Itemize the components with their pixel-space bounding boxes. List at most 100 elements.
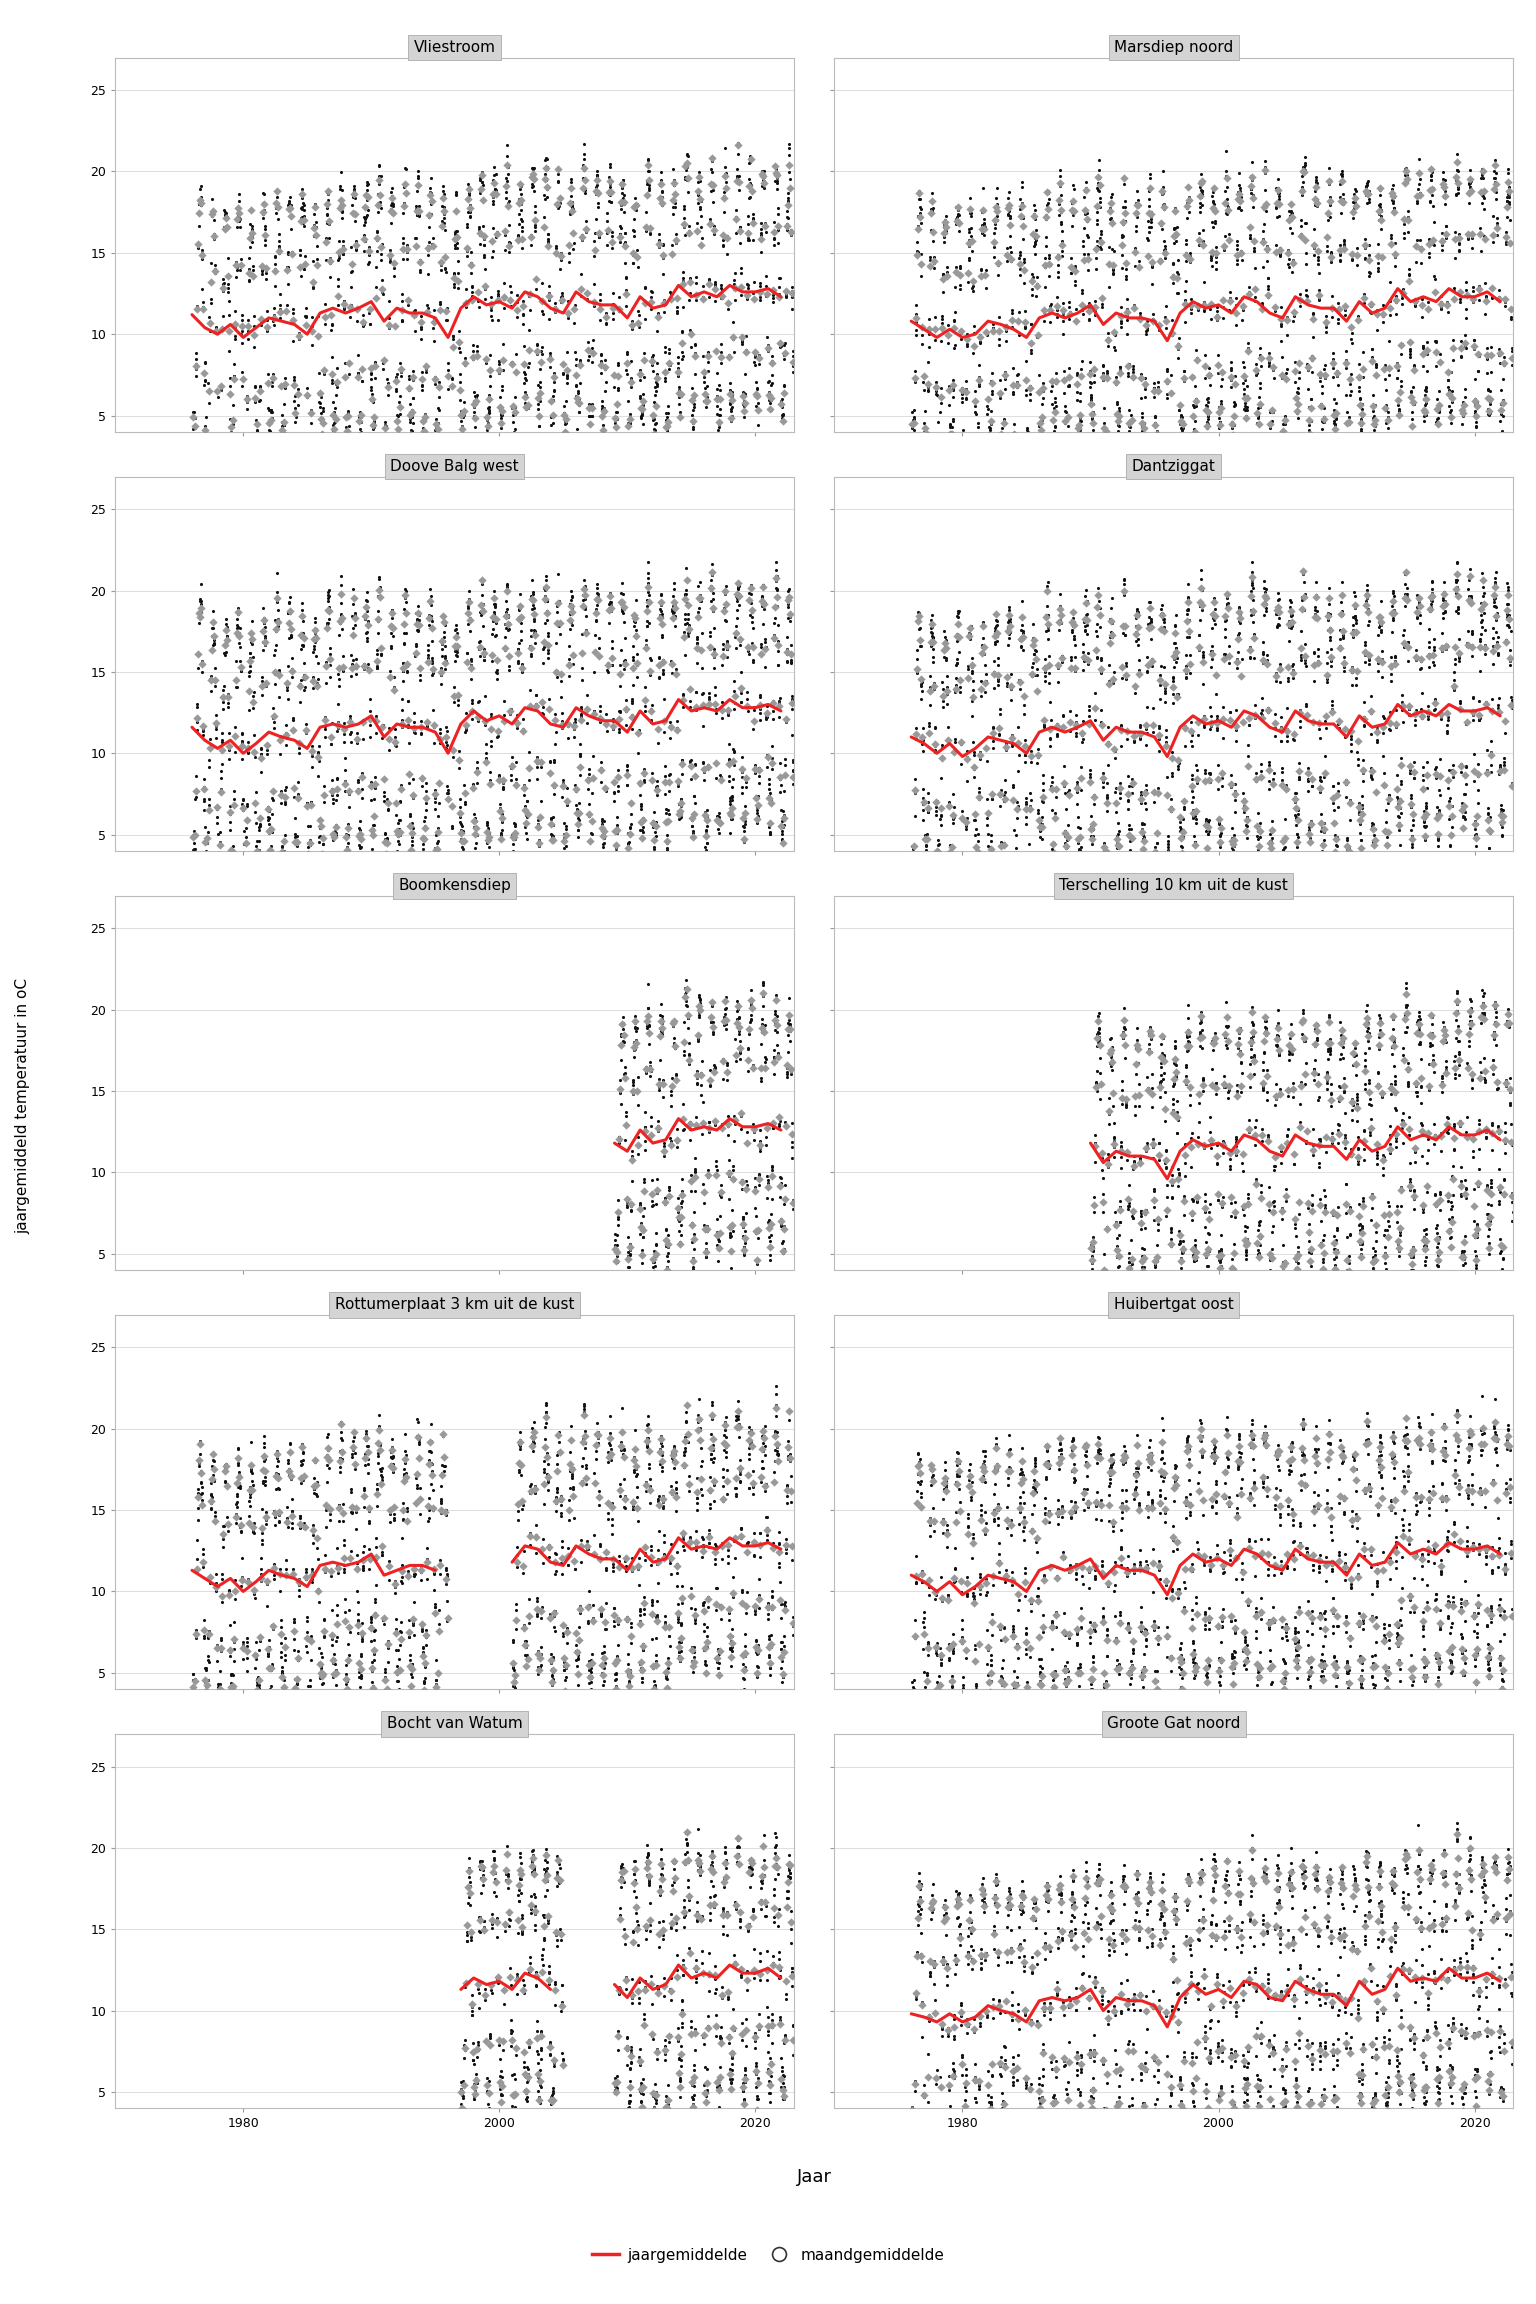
Point	[355, 613, 379, 650]
Point	[379, 594, 404, 631]
Point	[728, 684, 753, 721]
Point	[774, 1873, 799, 1910]
Point	[702, 1878, 727, 1915]
Point	[1098, 1447, 1123, 1484]
Point	[1201, 1850, 1226, 1887]
Point	[527, 2085, 551, 2122]
Point	[1091, 1597, 1115, 1634]
Point	[1008, 1928, 1032, 1965]
Point	[1197, 1599, 1221, 1636]
Point	[1043, 408, 1068, 445]
Point	[488, 2076, 513, 2113]
Point	[1453, 371, 1478, 408]
Point	[934, 1511, 958, 1548]
Point	[1206, 1608, 1230, 1645]
Point	[1149, 1898, 1174, 1935]
Point	[743, 1189, 768, 1226]
Point	[1263, 1975, 1287, 2011]
Point	[1293, 638, 1318, 675]
Point	[1127, 657, 1152, 694]
Point	[1092, 417, 1117, 454]
Point	[952, 431, 977, 468]
Point	[688, 982, 713, 1018]
Point	[355, 1426, 379, 1463]
Point	[935, 1583, 960, 1620]
Point	[989, 410, 1014, 447]
Point	[651, 226, 676, 263]
Point	[765, 1007, 790, 1044]
Point	[1083, 1963, 1107, 2000]
Point	[1213, 1862, 1238, 1898]
Point	[971, 1445, 995, 1481]
Point	[641, 1240, 665, 1276]
Point	[616, 855, 641, 892]
Point	[287, 233, 312, 270]
Point	[616, 1675, 641, 1712]
Point	[1330, 1433, 1355, 1470]
Point	[319, 1620, 344, 1657]
Point	[1455, 1532, 1479, 1569]
Point	[1183, 1652, 1207, 1689]
Point	[498, 638, 522, 675]
Point	[554, 364, 579, 401]
Point	[1488, 806, 1513, 843]
Point	[636, 564, 660, 601]
Point	[756, 1601, 780, 1638]
Point	[1393, 578, 1418, 615]
Point	[547, 150, 571, 187]
Point	[1476, 1657, 1501, 1693]
Point	[510, 1912, 535, 1949]
Point	[1453, 2016, 1478, 2053]
Point	[233, 429, 258, 465]
Point	[1064, 696, 1089, 733]
Point	[1192, 707, 1217, 744]
Point	[714, 1044, 739, 1081]
Point	[765, 164, 790, 200]
Point	[238, 1477, 263, 1514]
Point	[932, 205, 957, 242]
Point	[742, 1106, 766, 1143]
Point	[404, 1470, 429, 1507]
Point	[637, 152, 662, 189]
Point	[1324, 834, 1349, 871]
Point	[235, 306, 260, 343]
Point	[498, 223, 522, 260]
Point	[505, 1903, 530, 1940]
Point	[1421, 562, 1445, 599]
Point	[1292, 1018, 1316, 1055]
Point	[1201, 1841, 1226, 1878]
Point	[1114, 244, 1138, 281]
Point	[1326, 1975, 1350, 2011]
Point	[292, 191, 316, 228]
Point	[750, 588, 774, 624]
Point	[232, 445, 257, 482]
Point	[1021, 1452, 1046, 1488]
Point	[375, 419, 399, 456]
Point	[668, 376, 693, 412]
Point	[1175, 1855, 1200, 1892]
Point	[1318, 638, 1342, 675]
Point	[1054, 1654, 1078, 1691]
Point	[900, 406, 925, 442]
Point	[697, 1067, 722, 1104]
Point	[1170, 2094, 1195, 2131]
Point	[1304, 601, 1329, 638]
Point	[613, 1541, 637, 1578]
Point	[1138, 159, 1163, 196]
Point	[455, 588, 479, 624]
Point	[1120, 1193, 1144, 1230]
Point	[233, 839, 258, 876]
Point	[766, 226, 791, 263]
Point	[759, 1617, 783, 1654]
Point	[1287, 1196, 1312, 1233]
Point	[1164, 1905, 1189, 1942]
Point	[634, 166, 659, 203]
Point	[1301, 1055, 1326, 1092]
Point	[1387, 2067, 1412, 2104]
Point	[700, 1869, 725, 1905]
Point	[1260, 827, 1284, 864]
Point	[694, 1622, 719, 1659]
Point	[1473, 1878, 1498, 1915]
Point	[1299, 767, 1324, 804]
Point	[1324, 820, 1349, 857]
